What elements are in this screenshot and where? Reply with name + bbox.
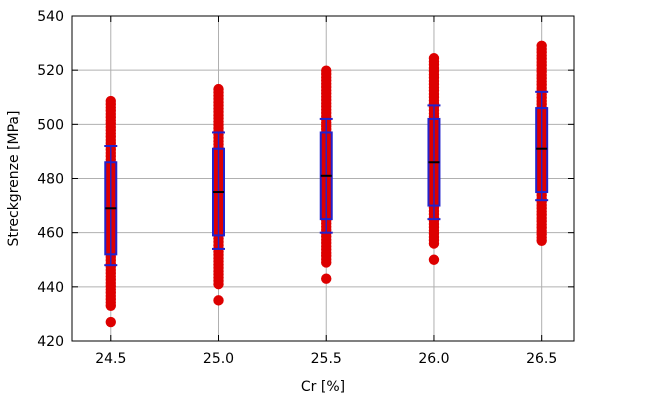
y-axis-label: Streckgrenze [MPa]: [6, 111, 22, 247]
y-tick-label: 540: [37, 9, 64, 25]
y-tick-label: 480: [37, 172, 64, 188]
data-point: [321, 65, 332, 76]
x-tick-label: 25.5: [311, 351, 342, 367]
data-point: [105, 95, 116, 107]
y-tick-labels: 420 440 460 480 500 520 540: [37, 9, 64, 350]
x-tick-label: 24.5: [95, 351, 126, 367]
x-tick-label: 25.0: [203, 351, 234, 367]
x-tick-label: 26.0: [418, 351, 449, 367]
outlier-point: [213, 295, 224, 306]
iqr-box: [535, 107, 549, 194]
y-tick-label: 520: [37, 63, 64, 79]
outlier-point: [105, 316, 116, 328]
y-tick-label: 440: [37, 280, 64, 296]
data-point: [428, 53, 440, 64]
axis-ticks: [72, 15, 574, 342]
outlier-point: [321, 273, 332, 284]
outlier-point: [428, 254, 440, 265]
y-tick-label: 420: [37, 334, 64, 350]
x-tick-labels: 24.5 25.0 25.5 26.0 26.5: [95, 351, 557, 367]
x-axis-label: Cr [%]: [301, 379, 345, 395]
y-tick-label: 460: [37, 226, 64, 242]
data-point: [536, 40, 547, 51]
y-tick-label: 500: [37, 117, 64, 133]
box-elements: [104, 90, 549, 267]
x-tick-label: 26.5: [526, 351, 557, 367]
data-point: [213, 83, 224, 95]
